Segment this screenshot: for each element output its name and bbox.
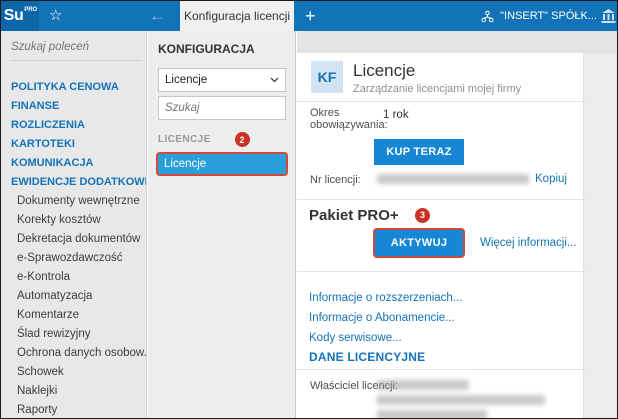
sidebar-item-label: Komentarze: [17, 309, 80, 321]
sidebar-item[interactable]: Komentarze: [1, 306, 146, 325]
info-link[interactable]: Informacje o rozszerzeniach...: [309, 292, 462, 304]
new-tab-plus-icon[interactable]: +: [305, 6, 316, 26]
sidebar-item-label: FINANSE: [11, 100, 60, 112]
nav-list: Licencje: [158, 154, 286, 174]
divider: [297, 271, 587, 272]
sidebar-item[interactable]: Automatyzacja: [1, 287, 146, 306]
info-link-label: Informacje o rozszerzeniach...: [309, 292, 463, 304]
sidebar-item-label: Raporty: [17, 404, 58, 416]
sidebar-item[interactable]: Ochrona danych osobow...: [1, 344, 146, 363]
copy-link[interactable]: Kopiuj: [535, 173, 567, 185]
company-name: "INSERT" SPÓŁK...: [500, 10, 597, 22]
dropdown-value: Licencje: [165, 74, 208, 86]
page-header: KF Licencje Zarządzanie licencjami mojej…: [311, 61, 521, 95]
sidebar-item[interactable]: POLITYKA CENOWA: [1, 78, 146, 97]
tab-konfiguracja-licencji[interactable]: Konfiguracja licencji: [180, 1, 294, 31]
content-panel: KF Licencje Zarządzanie licencjami mojej…: [297, 31, 617, 418]
divider: [297, 101, 587, 102]
license-data-heading: DANE LICENCYJNE: [309, 350, 426, 364]
owner-label: Właściciel licencji:: [310, 380, 399, 392]
sidebar-item-label: Dekretacja dokumentów: [17, 233, 141, 245]
sidebar-item[interactable]: Korekty kosztów: [1, 211, 146, 230]
sidebar-item[interactable]: Ślad rewizyjny: [1, 325, 146, 344]
app-logo[interactable]: Su PRO: [1, 1, 39, 31]
sidebar-item[interactable]: Naklejki: [1, 382, 146, 401]
nav-list-item-label: Licencje: [164, 158, 207, 170]
sidebar-search[interactable]: [11, 34, 146, 61]
sidebar-item-label: KOMUNIKACJA: [11, 157, 94, 169]
module-avatar: KF: [311, 61, 343, 93]
sidebar-item-label: Automatyzacja: [17, 290, 93, 302]
chevron-down-icon: [270, 77, 279, 83]
sidebar-item[interactable]: Raporty: [1, 401, 146, 418]
nav-search-input[interactable]: [165, 102, 321, 114]
info-link-label: Informacje o Abonamencie...: [309, 312, 455, 324]
category-dropdown[interactable]: Licencje: [158, 68, 286, 92]
sidebar-item[interactable]: KOMUNIKACJA: [1, 154, 146, 173]
sidebar-item-label: Naklejki: [17, 385, 58, 397]
sidebar-item-label: Korekty kosztów: [17, 214, 101, 226]
sidebar-item[interactable]: EWIDENCJE DODATKOWE: [1, 173, 146, 192]
info-link[interactable]: Kody serwisowe...: [309, 332, 402, 344]
nav-list-item[interactable]: Licencje: [158, 154, 286, 174]
owner-redacted-line: [377, 380, 469, 390]
sidebar-item[interactable]: Dekretacja dokumentów: [1, 230, 146, 249]
sidebar-item-label: Schowek: [17, 366, 64, 378]
sidebar-item-label: Ślad rewizyjny: [17, 328, 91, 340]
period-label: Okres obowiązywania:: [310, 107, 388, 131]
back-arrow-icon[interactable]: ←: [149, 6, 166, 25]
sidebar-item-label: EWIDENCJE DODATKOWE: [11, 176, 147, 188]
period-value: 1 rok: [383, 109, 409, 121]
building-icon[interactable]: [601, 9, 616, 28]
config-nav-column: KONFIGURACJA Licencje LICENCJE 2 Licencj…: [148, 31, 321, 418]
sidebar-search-input[interactable]: [11, 41, 146, 53]
package-title: Pakiet PRO+: [309, 207, 399, 224]
sidebar-item[interactable]: e-Kontrola: [1, 268, 146, 287]
sidebar-item-label: ROZLICZENIA: [11, 119, 85, 131]
top-bar: Su PRO ☆ ← Konfiguracja licencji + "INSER…: [1, 1, 617, 31]
annotation-badge-3: 3: [415, 205, 430, 223]
divider: [297, 199, 587, 200]
sidebar-item[interactable]: FINANSE: [1, 97, 146, 116]
sidebar-item-label: KARTOTEKI: [11, 138, 75, 150]
sidebar-item[interactable]: ROZLICZENIA: [1, 116, 146, 135]
license-number-redacted: [377, 174, 529, 184]
sidebar-item[interactable]: Dokumenty wewnętrzne: [1, 192, 146, 211]
divider: [297, 369, 587, 370]
license-number-label: Nr licencji:: [310, 174, 361, 186]
logo-pro-badge: PRO: [24, 7, 38, 13]
page-subtitle: Zarządzanie licencjami mojej firmy: [353, 83, 522, 95]
group-label-licencje: LICENCJE 2: [158, 132, 286, 147]
sidebar-menu: POLITYKA CENOWA FINANSE ROZLICZENIA KART…: [1, 78, 146, 418]
page-title: Licencje: [353, 61, 416, 80]
sidebar-item[interactable]: KARTOTEKI: [1, 135, 146, 154]
owner-redacted-line: [377, 410, 487, 418]
owner-redacted-line: [377, 395, 545, 405]
scroll-gutter[interactable]: [583, 53, 617, 418]
nav-column-title: KONFIGURACJA: [158, 42, 255, 56]
activate-button[interactable]: AKTYWUJ: [375, 230, 463, 256]
sidebar-item-label: Dokumenty wewnętrzne: [17, 195, 140, 207]
group-label-text: LICENCJE: [158, 134, 211, 145]
buy-now-button[interactable]: KUP TERAZ: [374, 139, 464, 165]
sidebar: POLITYKA CENOWA FINANSE ROZLICZENIA KART…: [1, 31, 147, 418]
sidebar-item-label: Ochrona danych osobow...: [17, 347, 147, 359]
logo-text: Su: [3, 7, 24, 24]
sidebar-item-label: POLITYKA CENOWA: [11, 81, 119, 93]
sidebar-item[interactable]: e-Sprawozdawczość: [1, 249, 146, 268]
favorite-star-icon[interactable]: ☆: [49, 7, 63, 24]
org-chart-icon: [481, 10, 494, 22]
annotation-badge-2: 2: [234, 132, 250, 147]
more-info-link[interactable]: Więcej informacji...: [480, 237, 577, 249]
panel-header-strip: [297, 31, 617, 53]
info-link[interactable]: Informacje o Abonamencie...: [309, 312, 455, 324]
nav-search[interactable]: [158, 96, 321, 120]
info-link-label: Kody serwisowe...: [309, 332, 402, 344]
sidebar-item-label: e-Sprawozdawczość: [17, 252, 123, 264]
company-selector[interactable]: "INSERT" SPÓŁK...: [481, 1, 597, 31]
sidebar-item[interactable]: Schowek: [1, 363, 146, 382]
sidebar-item-label: e-Kontrola: [17, 271, 71, 283]
